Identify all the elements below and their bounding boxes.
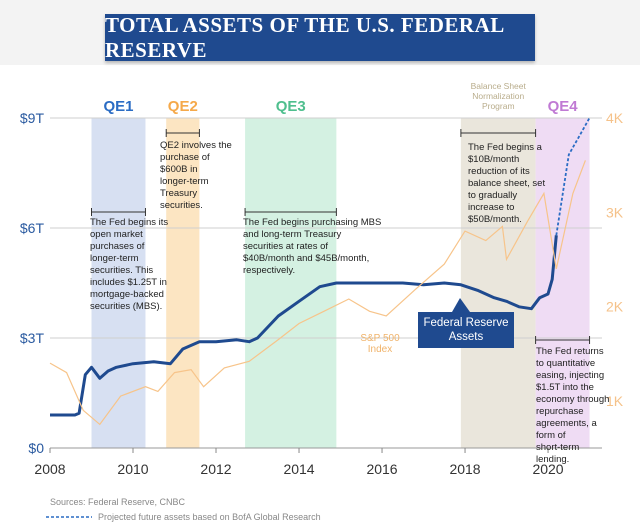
band-label-qe1: QE1	[103, 98, 133, 115]
series-line-0	[50, 235, 558, 417]
series-line-2	[49, 160, 586, 426]
footer-sources: Sources: Federal Reserve, CNBC	[50, 497, 186, 507]
series-line-1	[555, 117, 591, 236]
band-layer: QE1 QE2 QE3 Balance Sheet Normalization Progr…	[91, 81, 590, 448]
band-label-qe3: QE3	[276, 98, 306, 115]
series-layer	[49, 117, 591, 426]
y-tick-label: $9T	[20, 110, 45, 126]
fed-callout-label: Federal Reserve Assets	[423, 317, 508, 343]
y2-tick-label: 3K	[606, 204, 624, 220]
y2-tick-label: 4K	[606, 110, 624, 126]
x-tick-label: 2014	[283, 461, 314, 477]
sp500-label: S&P 500 Index	[360, 333, 400, 355]
band-1	[166, 118, 200, 448]
axis-labels: $0 $3T $6T $9T 1K 2K 3K 4K 2008 2010 2012 2014 2016 2…	[20, 110, 624, 477]
annotation-qe4: The Fed returns to quantitative easing, in…	[536, 346, 609, 465]
x-tick-label: 2012	[200, 461, 231, 477]
bracket-layer	[91, 129, 591, 344]
x-tick-label: 2010	[117, 461, 148, 477]
y-tick-label: $3T	[20, 330, 45, 346]
annotation-qe3: The Fed begins purchasing MBS and long-te…	[243, 217, 381, 276]
x-tick-label: 2016	[366, 461, 397, 477]
x-tick-label: 2018	[449, 461, 480, 477]
y-tick-label: $0	[28, 440, 44, 456]
annotation-qe2: QE2 involves the purchase of $600B in longe…	[160, 140, 232, 211]
y-tick-label: $6T	[20, 220, 45, 236]
band-3	[460, 118, 536, 448]
band-label-qe2: QE2	[168, 98, 198, 115]
annotation-normalization: The Fed begins a $10B/month reduction of i…	[468, 142, 545, 225]
band-0	[91, 118, 146, 448]
annotation-qe1: The Fed begins its open market purchases o…	[90, 217, 168, 312]
chart-title: TOTAL ASSETS OF THE U.S. FEDERAL RESERVE	[105, 13, 535, 62]
band-label-qe4: QE4	[548, 98, 579, 115]
footer-projection-note: Projected future assets based on BofA Gl…	[98, 512, 321, 522]
x-tick-label: 2008	[34, 461, 65, 477]
band-label-normalization: Balance Sheet Normalization Program	[471, 81, 527, 111]
y2-tick-label: 2K	[606, 299, 624, 315]
y2-tick-label: 1K	[606, 393, 624, 409]
fed-callout: Federal Reserve Assets	[418, 298, 514, 348]
x-tick-label: 2020	[532, 461, 563, 477]
band-2	[245, 118, 337, 448]
